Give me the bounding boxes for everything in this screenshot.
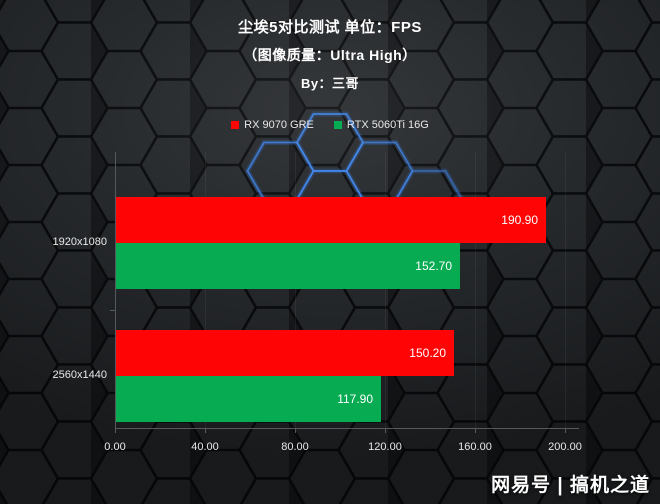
chart-title-line2: （图像质量：Ultra High）: [243, 47, 417, 63]
bar-rx-9070-gre-1920x1080: 190.90: [116, 197, 546, 243]
bar-rtx-5060ti-16g-2560x1440: 117.90: [116, 376, 381, 422]
x-tick-mark: [205, 428, 206, 433]
bar-value-label: 150.20: [409, 346, 446, 360]
chart-legend: RX 9070 GRE RTX 5060Ti 16G: [0, 119, 660, 131]
x-tick-label: 0.00: [104, 441, 126, 453]
x-tick-label: 80.00: [281, 441, 309, 453]
x-tick-mark: [295, 428, 296, 433]
x-tick-label: 200.00: [548, 441, 582, 453]
y-category-label: 1920x1080: [52, 236, 107, 248]
legend-marker-icon: [231, 121, 240, 129]
x-axis-line: [115, 428, 579, 429]
x-gridline: [565, 152, 566, 428]
legend-item-rtx-5060ti-16g: RTX 5060Ti 16G: [333, 119, 429, 131]
x-gridline: [295, 152, 296, 428]
x-gridline: [475, 152, 476, 428]
x-tick-mark: [475, 428, 476, 433]
chart-title-line1: 尘埃5对比测试 单位：FPS: [238, 19, 422, 36]
bar-rtx-5060ti-16g-1920x1080: 152.70: [116, 243, 460, 289]
x-tick-mark: [565, 428, 566, 433]
legend-label: RTX 5060Ti 16G: [346, 119, 429, 131]
bar-value-label: 117.90: [337, 392, 373, 406]
watermark-text: 网易号 | 搞机之道: [491, 475, 650, 496]
bar-value-label: 152.70: [415, 259, 452, 273]
x-tick-label: 120.00: [368, 441, 402, 453]
x-tick-mark: [385, 428, 386, 433]
chart-title-line3: By：三哥: [300, 76, 360, 91]
x-tick-label: 160.00: [458, 441, 492, 453]
legend-marker-icon: [333, 121, 342, 129]
bar-value-label: 190.90: [501, 213, 538, 227]
y-category-label: 2560x1440: [52, 369, 107, 381]
x-gridline: [205, 152, 206, 428]
chart-title-block: 尘埃5对比测试 单位：FPS （图像质量：Ultra High） By：三哥: [0, 16, 660, 92]
legend-label: RX 9070 GRE: [244, 119, 314, 131]
y-axis-tick: [110, 310, 115, 311]
x-gridline: [385, 152, 386, 428]
legend-item-rx-9070-gre: RX 9070 GRE: [231, 119, 314, 131]
bar-rx-9070-gre-2560x1440: 150.20: [116, 330, 454, 376]
y-axis-line: [115, 152, 116, 428]
x-tick-mark: [115, 428, 116, 433]
x-tick-label: 40.00: [191, 441, 219, 453]
